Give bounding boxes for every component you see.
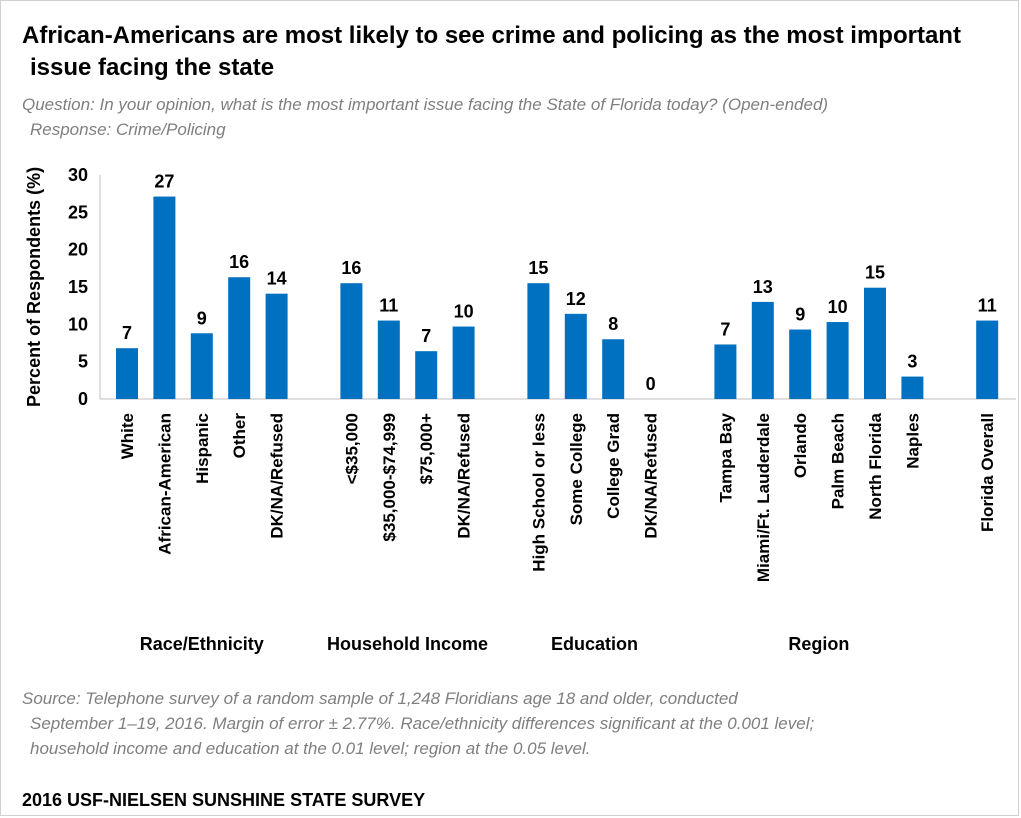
- bar: [116, 348, 138, 399]
- category-label: DK/NA/Refused: [455, 413, 474, 539]
- category-label: Orlando: [791, 413, 810, 478]
- data-label: 15: [865, 263, 885, 283]
- question-line-1: Question: In your opinion, what is the m…: [22, 95, 829, 114]
- data-label: 27: [154, 172, 174, 192]
- bar: [153, 196, 176, 399]
- data-label: 16: [229, 252, 249, 272]
- category-label: Palm Beach: [829, 413, 848, 509]
- y-tick-label: 20: [68, 240, 88, 260]
- bar: [714, 344, 737, 399]
- bar: [602, 339, 625, 399]
- bar: [527, 283, 550, 399]
- source-line-1: Source: Telephone survey of a random sam…: [22, 689, 738, 708]
- y-tick-label: 10: [68, 314, 88, 334]
- y-tick-label: 5: [78, 352, 88, 372]
- source-line-3: household income and education at the 0.…: [30, 739, 591, 758]
- y-tick-label: 30: [68, 165, 88, 185]
- group-label: Region: [788, 634, 849, 654]
- category-label: Florida Overall: [978, 413, 997, 532]
- category-label: $75,000+: [417, 413, 436, 484]
- group-label: Household Income: [327, 634, 488, 654]
- survey-footer: 2016 USF-NIELSEN SUNSHINE STATE SURVEY: [22, 790, 426, 810]
- data-label: 9: [197, 308, 207, 328]
- category-label: White: [118, 413, 137, 459]
- bar: [864, 287, 886, 399]
- bar: [901, 376, 924, 399]
- bar: [340, 283, 363, 399]
- data-label: 11: [978, 296, 997, 316]
- data-label: 12: [566, 289, 586, 309]
- category-label: Other: [230, 413, 249, 459]
- y-tick-label: 0: [78, 389, 88, 409]
- bar: [265, 293, 288, 399]
- bar: [377, 320, 400, 399]
- data-label: 8: [608, 314, 618, 334]
- category-label: Naples: [903, 413, 922, 469]
- data-label: 9: [795, 305, 805, 325]
- category-label: <$35,000: [342, 413, 361, 484]
- category-label: Miami/Ft. Lauderdale: [754, 413, 773, 582]
- data-label: 14: [267, 269, 287, 289]
- category-label: North Florida: [866, 412, 885, 519]
- category-label: High School or less: [529, 413, 548, 572]
- data-label: 7: [421, 326, 431, 346]
- data-label: 0: [646, 374, 656, 394]
- bar: [789, 329, 812, 399]
- bar: [452, 326, 475, 399]
- question-line-2: Response: Crime/Policing: [30, 120, 226, 139]
- title-line-2: issue facing the state: [30, 54, 275, 81]
- data-label: 10: [454, 302, 474, 322]
- data-label: 16: [341, 258, 361, 278]
- category-label: College Grad: [604, 413, 623, 519]
- data-label: 7: [720, 319, 730, 339]
- group-label: Race/Ethnicity: [140, 634, 264, 654]
- category-label: Hispanic: [193, 413, 212, 484]
- bar: [190, 333, 213, 399]
- question-text: Question: In your opinion, what is the m…: [22, 92, 1012, 142]
- category-label: African-American: [155, 413, 174, 555]
- data-label: 15: [528, 258, 548, 278]
- source-note: Source: Telephone survey of a random sam…: [22, 686, 1002, 761]
- group-label: Education: [551, 634, 638, 654]
- data-label: 3: [907, 352, 917, 372]
- chart-title: African-Americans are most likely to see…: [22, 20, 1002, 84]
- y-tick-label: 15: [68, 277, 88, 297]
- data-label: 11: [379, 296, 398, 316]
- category-label: Some College: [567, 413, 586, 525]
- bar: [564, 313, 587, 399]
- y-tick-label: 25: [68, 202, 88, 222]
- category-label: $35,000-$74,999: [380, 413, 399, 542]
- source-line-2: September 1–19, 2016. Margin of error ± …: [30, 714, 815, 733]
- bar: [751, 301, 774, 399]
- category-label: DK/NA/Refused: [642, 413, 661, 539]
- data-label: 7: [122, 323, 132, 343]
- data-label: 13: [753, 277, 773, 297]
- category-label: Tampa Bay: [716, 412, 735, 502]
- title-line-1: African-Americans are most likely to see…: [22, 22, 961, 49]
- bar: [826, 322, 849, 399]
- data-label: 10: [828, 297, 848, 317]
- y-axis-label: Percent of Respondents (%): [24, 167, 44, 407]
- bar: [976, 320, 999, 399]
- category-label: DK/NA/Refused: [268, 413, 287, 539]
- bar: [228, 277, 251, 399]
- bar: [415, 351, 438, 399]
